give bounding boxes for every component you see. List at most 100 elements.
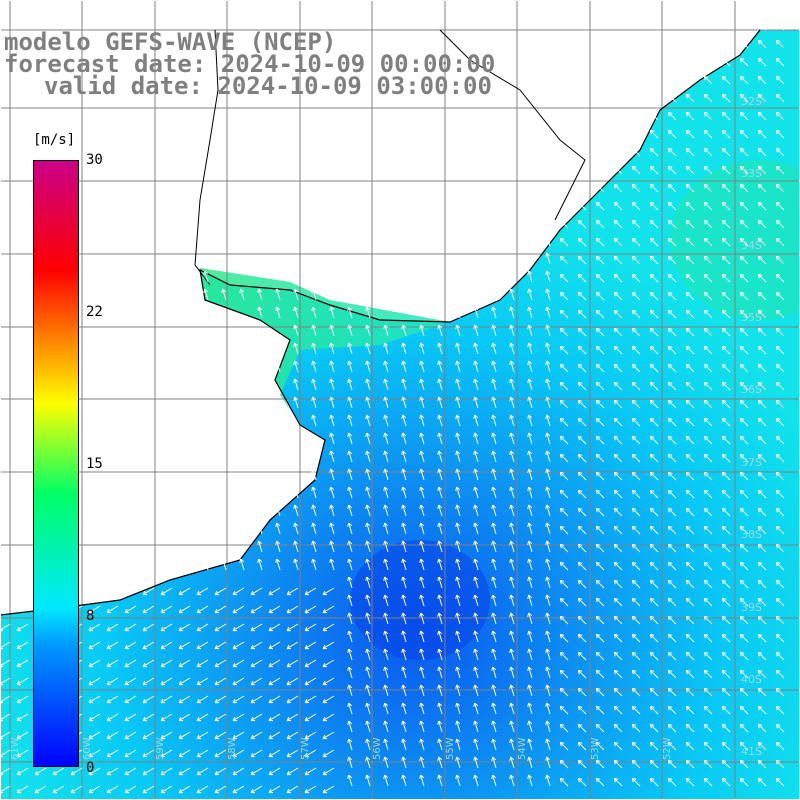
wind-arrow <box>559 291 569 301</box>
wind-arrow <box>383 414 389 427</box>
wind-arrow <box>613 435 623 445</box>
wind-arrow <box>383 738 389 751</box>
wind-arrow <box>559 615 569 625</box>
wind-arrow <box>329 432 335 445</box>
wind-arrow <box>685 417 695 427</box>
wind-arrow <box>365 522 371 535</box>
wind-arrow <box>383 576 389 589</box>
colorbar-tick-30: 30 <box>86 152 103 168</box>
wind-arrow <box>293 306 299 319</box>
wind-arrow <box>473 522 479 535</box>
wind-arrow <box>455 756 461 769</box>
wind-arrow <box>286 587 299 596</box>
wind-arrow <box>250 785 263 794</box>
wind-arrow <box>347 414 353 427</box>
wind-arrow <box>347 324 353 337</box>
wind-arrow <box>383 666 389 679</box>
wind-arrow <box>214 695 227 704</box>
wind-arrow <box>721 93 731 103</box>
wind-arrow <box>437 468 443 481</box>
wind-arrow <box>383 756 389 769</box>
wind-arrow <box>631 741 641 751</box>
wind-arrow <box>160 713 173 722</box>
wind-arrow <box>214 659 227 668</box>
wind-arrow <box>401 594 407 607</box>
wind-arrow <box>365 630 371 643</box>
wind-arrow <box>383 630 389 643</box>
wind-arrow <box>275 504 281 517</box>
wind-arrow <box>595 741 605 751</box>
wind-arrow <box>473 558 479 571</box>
wind-arrow <box>124 623 137 632</box>
wind-arrow <box>739 507 749 517</box>
wind-arrow <box>649 489 659 499</box>
wind-arrow <box>509 612 515 625</box>
lon-label: 60W <box>82 737 93 760</box>
wind-arrow <box>142 605 155 614</box>
wind-arrow <box>739 291 749 301</box>
wind-arrow <box>437 594 443 607</box>
wind-arrow <box>685 543 695 553</box>
wind-arrow <box>775 615 785 625</box>
wind-arrow <box>401 378 407 391</box>
wind-arrow <box>383 558 389 571</box>
wind-arrow <box>16 731 29 740</box>
wind-arrow <box>455 414 461 427</box>
wind-arrow <box>631 471 641 481</box>
wind-arrow <box>473 576 479 589</box>
wind-arrow <box>419 450 425 463</box>
wind-arrow <box>545 342 551 355</box>
wind-arrow <box>527 504 533 517</box>
wind-arrow <box>232 677 245 686</box>
wind-arrow <box>775 705 785 715</box>
wind-arrow <box>577 525 587 535</box>
wind-arrow <box>491 468 497 481</box>
wind-arrow <box>667 471 677 481</box>
wind-arrow <box>757 597 767 607</box>
wind-arrow <box>775 759 785 769</box>
wind-arrow <box>703 237 713 247</box>
wind-arrow <box>667 489 677 499</box>
wind-arrow <box>473 666 479 679</box>
wind-arrow <box>721 417 731 427</box>
wind-arrow <box>491 756 497 769</box>
wind-arrow <box>721 399 731 409</box>
wind-arrow <box>667 759 677 769</box>
wind-arrow <box>559 705 569 715</box>
wind-arrow <box>631 723 641 733</box>
wind-arrow <box>703 183 713 193</box>
wind-arrow <box>703 147 713 157</box>
wind-arrow <box>757 741 767 751</box>
wind-arrow <box>304 605 317 614</box>
wind-arrow <box>419 468 425 481</box>
wind-arrow <box>595 507 605 517</box>
wind-arrow <box>347 540 353 553</box>
wind-arrow <box>509 684 515 697</box>
wind-arrow <box>491 378 497 391</box>
wind-arrow <box>577 687 587 697</box>
wind-arrow <box>577 381 587 391</box>
wind-arrow <box>232 785 245 794</box>
wind-arrow <box>739 633 749 643</box>
wind-arrow <box>721 165 731 175</box>
wind-arrow <box>631 147 641 157</box>
wind-arrow <box>527 522 533 535</box>
wind-arrow <box>545 486 551 499</box>
wind-arrow <box>703 345 713 355</box>
wind-arrow <box>613 327 623 337</box>
wind-arrow <box>124 605 137 614</box>
wind-arrow <box>577 597 587 607</box>
wind-arrow <box>613 363 623 373</box>
wind-arrow <box>322 749 335 758</box>
wind-arrow <box>577 507 587 517</box>
colorbar-tick-15: 15 <box>86 456 103 472</box>
wind-arrow <box>631 759 641 769</box>
wind-arrow <box>667 561 677 571</box>
wind-arrow <box>268 659 281 668</box>
wind-arrow <box>739 615 749 625</box>
wind-arrow <box>721 687 731 697</box>
wind-arrow <box>649 327 659 337</box>
wind-arrow <box>739 651 749 661</box>
wind-arrow <box>631 255 641 265</box>
wind-arrow <box>455 594 461 607</box>
